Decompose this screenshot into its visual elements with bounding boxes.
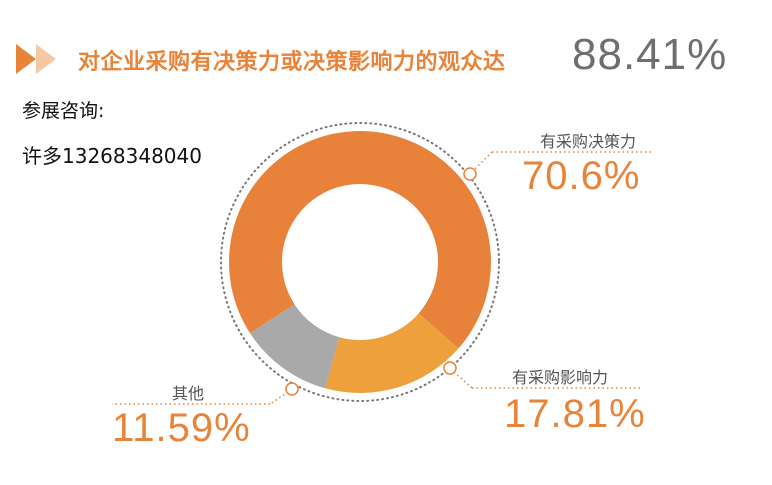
double-arrow-icon [16, 44, 56, 74]
headline-value: 88.41% [572, 30, 728, 79]
slice-other [250, 304, 340, 389]
slices-group [229, 131, 491, 393]
category-label-other: 其他 [172, 384, 205, 403]
slice-decision [229, 131, 491, 349]
headline-title: 对企业采购有决策力或决策影响力的观众达 [78, 50, 506, 75]
leader-dot-other [285, 382, 299, 396]
leader-line-decision [471, 151, 493, 173]
leader-dot-influence [443, 361, 457, 375]
slice-influence [325, 313, 459, 393]
contact-phone: 许多13268348040 [22, 144, 202, 168]
contact-label: 参展咨询: [22, 100, 105, 122]
percent-label-influence: 17.81% [504, 392, 646, 436]
leader-line-other [269, 391, 289, 405]
leader-dot-decision [463, 167, 477, 181]
outer-dotted-ring [220, 122, 500, 402]
category-label-influence: 有采购影响力 [512, 368, 609, 387]
percent-label-other: 11.59% [112, 406, 251, 450]
leader-line-influence [453, 371, 473, 389]
category-label-decision: 有采购决策力 [540, 132, 637, 151]
percent-label-decision: 70.6% [522, 154, 641, 198]
